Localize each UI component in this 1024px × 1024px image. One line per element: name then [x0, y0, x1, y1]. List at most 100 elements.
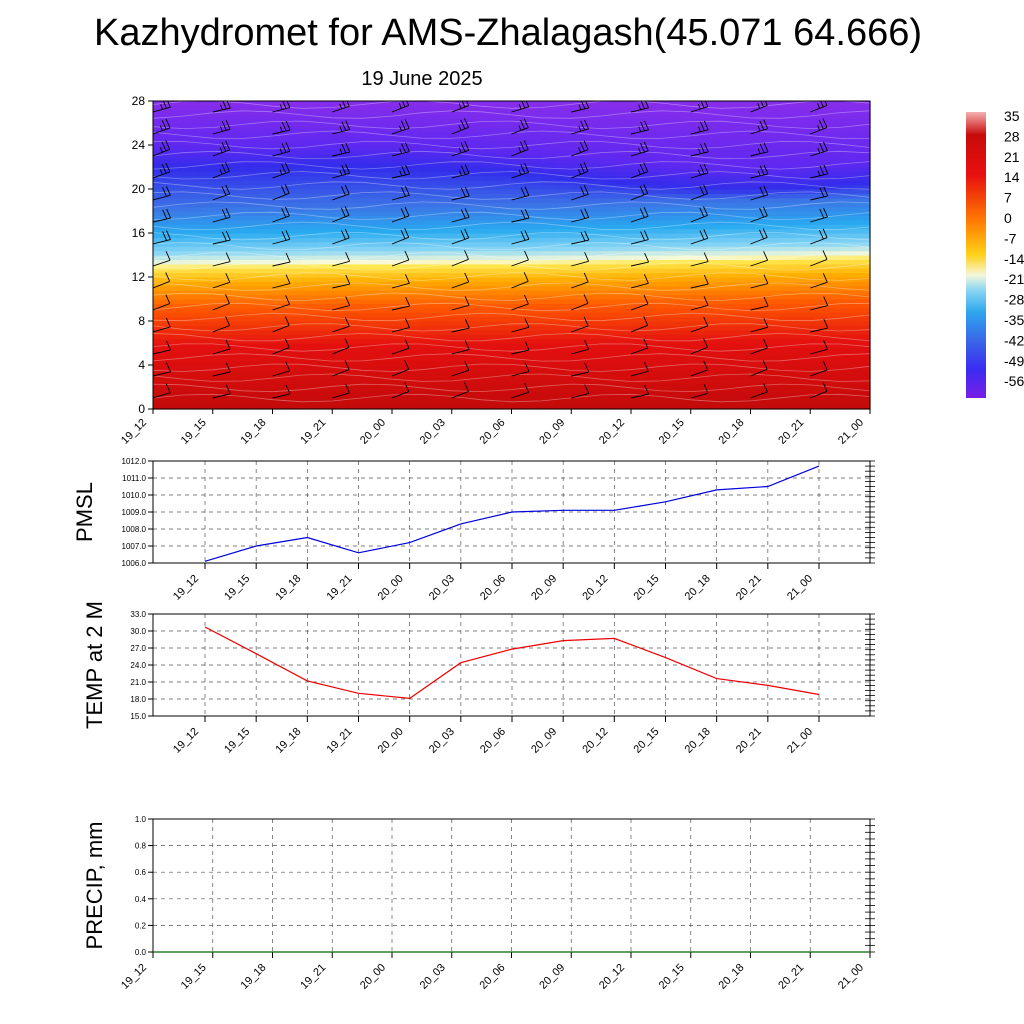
heat-cell: [616, 215, 632, 221]
heat-cell: [182, 114, 199, 120]
heat-cell: [840, 360, 856, 366]
y-tick-label: 20: [132, 182, 146, 196]
heat-cell: [227, 338, 244, 344]
heat-cell: [197, 387, 214, 392]
heat-cell: [586, 175, 602, 181]
heat-cell: [720, 149, 737, 155]
heat-cell: [496, 356, 513, 362]
heat-cell: [227, 299, 244, 304]
heat-cell: [436, 241, 453, 247]
heat-cell: [421, 109, 438, 115]
heat-cell: [631, 233, 647, 238]
heat-cell: [645, 255, 662, 260]
heat-cell: [451, 360, 468, 366]
heat-cell: [735, 184, 752, 190]
heat-cell: [466, 343, 483, 348]
heat-cell: [855, 127, 871, 133]
heat-cell: [660, 382, 677, 388]
heat-cell: [167, 175, 184, 181]
heat-cell: [645, 237, 662, 243]
heat-cell: [675, 219, 692, 225]
heat-cell: [765, 272, 781, 278]
heat-cell: [690, 118, 707, 124]
heat-cell: [571, 162, 587, 168]
heat-cell: [705, 277, 722, 282]
heat-cell: [690, 373, 707, 379]
wind-barb: [690, 296, 709, 311]
heat-cell: [631, 140, 647, 146]
heat-cell: [541, 356, 557, 362]
heat-cell: [242, 215, 259, 221]
heat-cell: [675, 303, 692, 309]
heat-cell: [660, 356, 677, 362]
heat-cell: [511, 391, 528, 397]
heat-cell: [571, 338, 587, 344]
heat-cell: [660, 171, 677, 177]
heat-cell: [481, 321, 498, 326]
heat-cell: [451, 184, 468, 190]
heat-cell: [855, 259, 871, 265]
heat-cell: [377, 343, 393, 348]
heat-cell: [526, 206, 542, 212]
heat-cell: [436, 259, 453, 265]
wind-barb: [750, 164, 769, 179]
heat-cell: [675, 109, 692, 115]
heat-cell: [556, 307, 572, 313]
heat-cell: [406, 334, 423, 340]
heat-cell: [810, 382, 826, 388]
heat-cell: [526, 246, 542, 252]
heat-cell: [810, 369, 826, 375]
heat-cell: [167, 365, 184, 370]
heat-cell: [631, 219, 647, 225]
heat-cell: [690, 351, 707, 357]
heat-cell: [556, 246, 572, 252]
heat-cell: [287, 175, 303, 181]
heat-cell: [242, 285, 259, 291]
heat-cell: [511, 334, 528, 340]
heat-cell: [302, 118, 318, 124]
heat-cell: [451, 246, 468, 252]
heat-cell: [392, 268, 408, 274]
heat-cell: [182, 391, 199, 397]
heat-cell: [197, 171, 214, 177]
heat-cell: [481, 202, 498, 208]
heat-cell: [840, 343, 856, 348]
heat-cell: [631, 105, 647, 111]
heat-cell: [212, 268, 229, 274]
heat-cell: [362, 365, 378, 370]
wind-barb: [332, 228, 350, 245]
heat-cell: [735, 171, 752, 177]
heat-cell: [421, 312, 438, 318]
heat-cell: [825, 145, 841, 150]
heat-cell: [631, 356, 647, 362]
heat-cell: [795, 224, 811, 230]
heat-cell: [780, 325, 796, 331]
heat-cell: [541, 105, 557, 111]
heat-cell: [526, 369, 542, 375]
wind-barb: [810, 164, 829, 179]
heat-cell: [840, 356, 856, 362]
heat-cell: [690, 281, 707, 287]
heat-cell: [347, 101, 363, 106]
heat-cell: [556, 193, 572, 199]
wind-barb: [212, 316, 231, 333]
heat-cell: [616, 167, 632, 172]
heat-cell: [571, 228, 587, 234]
heat-cell: [511, 281, 528, 287]
heat-cell: [750, 118, 767, 124]
heat-cell: [675, 140, 692, 146]
heat-cell: [227, 316, 244, 322]
heat-cell: [496, 193, 513, 199]
heat-cell: [377, 285, 393, 291]
heat-cell: [227, 382, 244, 388]
heat-cell: [675, 158, 692, 164]
heat-cell: [855, 136, 871, 142]
heat-cell: [182, 184, 199, 190]
heat-cell: [212, 285, 229, 291]
heat-cell: [347, 145, 363, 150]
heat-cell: [212, 321, 229, 326]
heat-cell: [556, 404, 572, 410]
heat-cell: [571, 290, 587, 296]
heat-cell: [586, 312, 602, 318]
heat-cell: [795, 255, 811, 260]
